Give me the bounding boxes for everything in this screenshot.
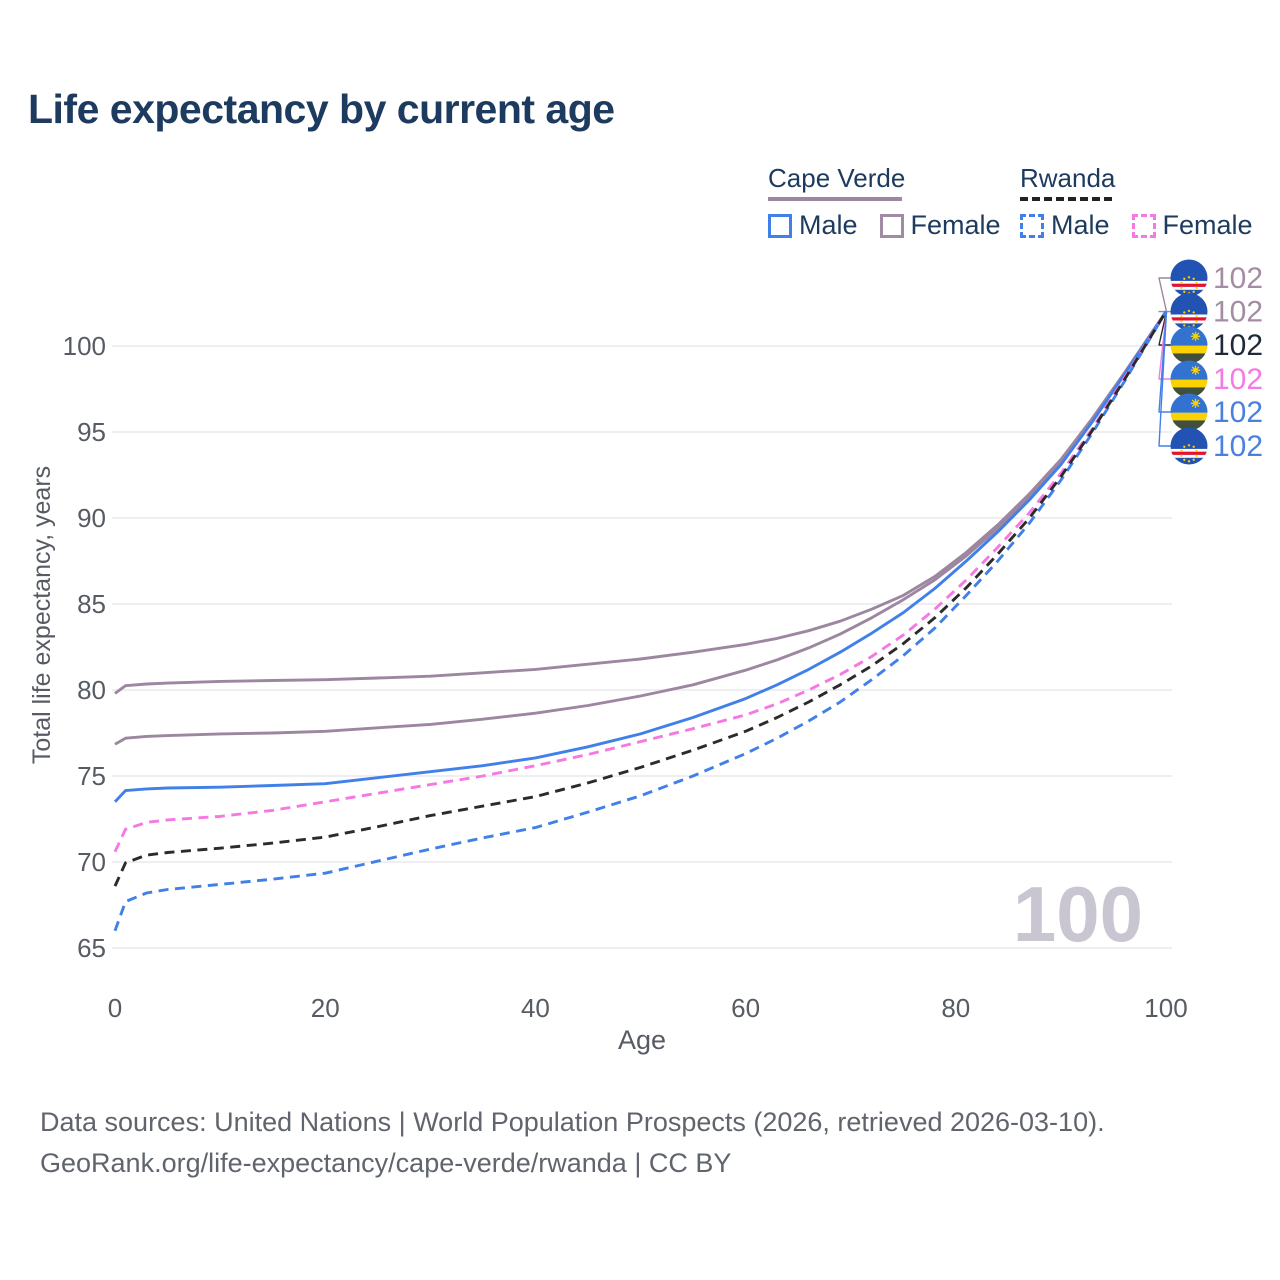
x-tick-label: 80 <box>941 993 970 1023</box>
x-axis-title: Age <box>618 1025 666 1055</box>
x-tick-label: 40 <box>521 993 550 1023</box>
x-tick-label: 0 <box>108 993 122 1023</box>
rwanda-flag-icon <box>1170 393 1208 431</box>
x-tick-label: 20 <box>311 993 340 1023</box>
end-value-label: 102 <box>1213 262 1263 295</box>
legend-swatch-rwanda-male <box>1020 213 1044 238</box>
rwanda-flag-icon <box>1170 360 1208 398</box>
series-line-cape-verde-both-sexes <box>114 310 1168 746</box>
end-value-label: 102 <box>1213 363 1263 396</box>
legend-cape-verde-linestyle-swatch <box>768 197 902 201</box>
end-value-label: 102 <box>1213 396 1263 429</box>
y-tick-label: 95 <box>77 417 106 447</box>
connector <box>1158 277 1173 312</box>
y-tick-label: 70 <box>77 847 106 877</box>
end-labels: 102 102 102 102 <box>1170 259 1263 465</box>
legend-group-rwanda: Rwanda Male Female <box>1020 163 1253 241</box>
cape-verde-flag-icon <box>1170 293 1208 331</box>
footer-url: GeoRank.org/life-expectancy/cape-verde/r… <box>40 1148 732 1178</box>
cape-verde-flag-icon <box>1170 259 1208 297</box>
footer: Data sources: United Nations | World Pop… <box>40 1102 1105 1184</box>
rwanda-flag-icon <box>1170 326 1208 364</box>
y-tick-label: 65 <box>77 933 106 963</box>
legend-row-cape-verde: Male Female <box>768 210 1001 241</box>
footer-data-sources: Data sources: United Nations | World Pop… <box>40 1107 1105 1137</box>
connector <box>1158 311 1173 380</box>
legend-label-rwanda-male: Male <box>1051 210 1110 240</box>
x-tick-label: 100 <box>1144 993 1187 1023</box>
legend-rwanda-linestyle-swatch <box>1020 197 1112 201</box>
y-tick-label: 100 <box>63 331 106 361</box>
gridlines <box>112 345 1172 949</box>
end-label-connectors <box>1158 277 1173 447</box>
legend-label-cape-verde-male: Male <box>799 210 858 240</box>
series-line-cape-verde-female <box>114 310 1168 695</box>
series-line-cape-verde-male <box>113 310 1168 803</box>
connector <box>1158 311 1173 447</box>
series-line-rwanda-male <box>113 310 1168 932</box>
age-watermark: 100 <box>1013 870 1143 958</box>
y-tick-label: 90 <box>77 503 106 533</box>
end-value-label: 102 <box>1213 296 1263 329</box>
legend-label-cape-verde-female: Female <box>910 210 1001 240</box>
y-axis-ticks: 65 70 75 80 85 90 95 100 <box>63 331 106 963</box>
series-line-rwanda-female <box>113 310 1168 853</box>
cape-verde-flag-icon <box>1170 427 1208 465</box>
end-value-label: 102 <box>1213 329 1263 362</box>
legend-swatch-cape-verde-female <box>879 213 904 238</box>
y-tick-label: 75 <box>77 761 106 791</box>
y-tick-label: 85 <box>77 589 106 619</box>
y-tick-label: 80 <box>77 675 106 705</box>
legend-label-rwanda-female: Female <box>1162 210 1253 240</box>
legend-row-rwanda: Male Female <box>1020 210 1253 241</box>
y-axis-title: Total life expectancy, years <box>28 466 56 764</box>
series-line-rwanda-both-sexes <box>113 310 1168 887</box>
x-axis-ticks: 0 20 40 60 80 100 <box>108 993 1188 1023</box>
connector <box>1158 311 1173 346</box>
legend-group-cape-verde: Cape Verde Male Female <box>768 163 1001 241</box>
legend-country-rwanda: Rwanda <box>1020 163 1116 193</box>
legend-swatch-cape-verde-male <box>768 213 792 238</box>
chart-series <box>113 310 1168 932</box>
page-title: Life expectancy by current age <box>28 86 615 132</box>
legend-swatch-rwanda-female <box>1131 213 1156 238</box>
end-value-label: 102 <box>1213 430 1263 463</box>
x-tick-label: 60 <box>731 993 760 1023</box>
legend-country-cape-verde: Cape Verde <box>768 163 906 193</box>
